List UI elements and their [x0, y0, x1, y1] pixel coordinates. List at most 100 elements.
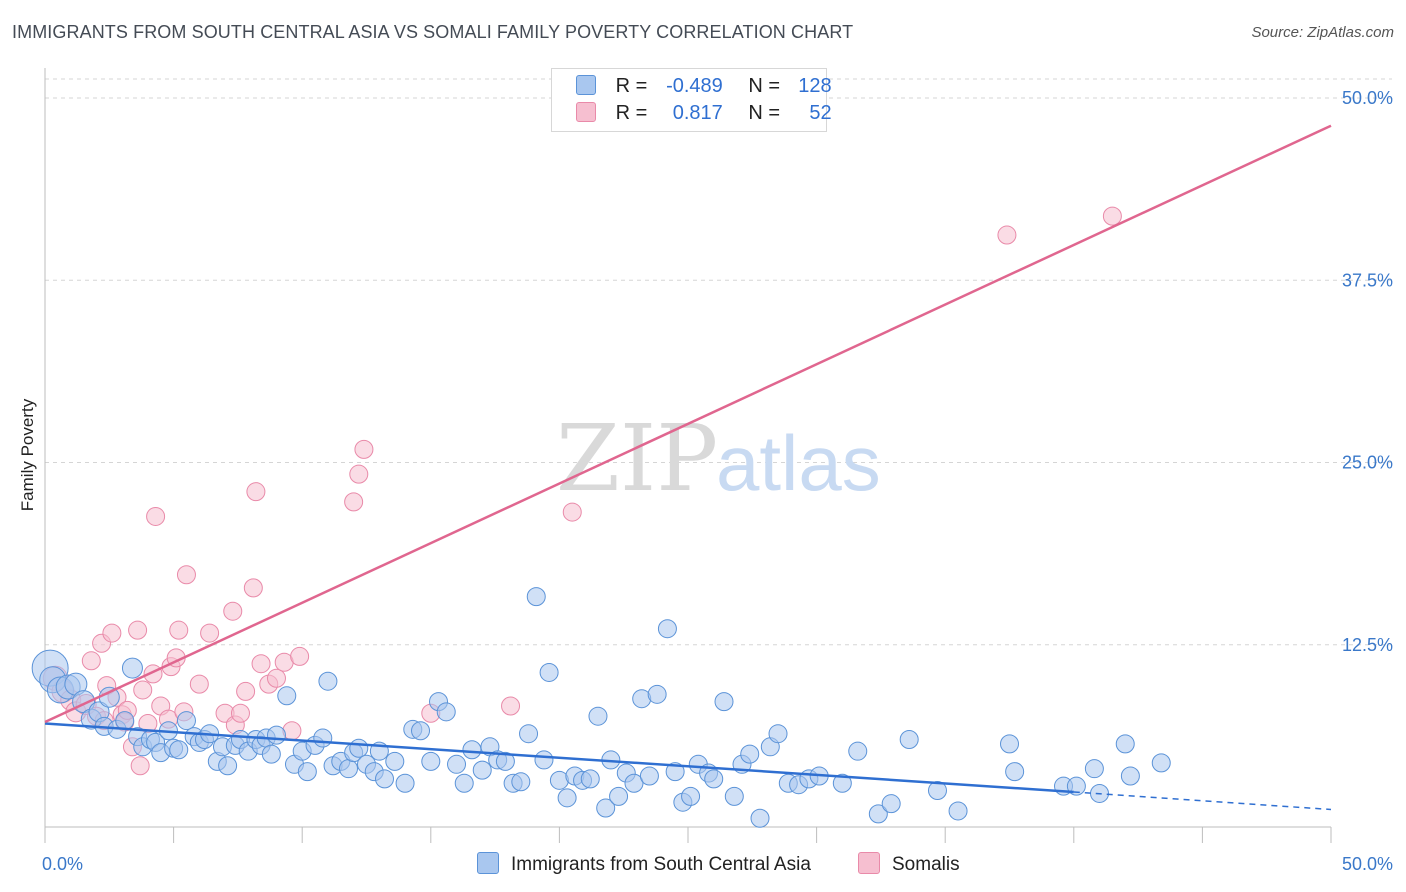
trend-line-somalis: [44, 124, 1332, 724]
data-point: [169, 740, 189, 760]
legend-swatch-blue: [576, 75, 596, 95]
data-point: [740, 744, 760, 764]
series-immigrants-points: [31, 587, 1171, 828]
data-point: [290, 646, 310, 666]
data-point: [169, 620, 189, 640]
legend-n-label: N =: [748, 75, 781, 97]
legend-n-value: 52: [809, 102, 832, 124]
x-tick-label: 50.0%: [1342, 854, 1393, 874]
data-point: [948, 801, 968, 821]
data-point: [868, 804, 888, 824]
data-point: [768, 724, 788, 744]
data-point: [1120, 766, 1140, 786]
data-point: [750, 808, 770, 828]
trend-lines: [44, 124, 1332, 811]
trend-line-immigrants: [44, 722, 1074, 794]
data-point: [848, 741, 868, 761]
data-point: [243, 578, 263, 598]
data-point: [447, 754, 467, 774]
bottom-legend-swatch-blue: [477, 852, 499, 874]
trend-line-immigrants-extension: [1073, 791, 1332, 811]
data-point: [313, 728, 333, 748]
data-point: [596, 798, 616, 818]
data-point: [714, 692, 734, 712]
data-point: [395, 773, 415, 793]
data-point: [102, 623, 122, 643]
data-point: [130, 756, 150, 776]
x-tick-label: 0.0%: [42, 854, 83, 874]
data-point: [421, 751, 441, 771]
data-point: [454, 773, 474, 793]
data-point: [266, 725, 286, 745]
legend-swatch-pink: [576, 102, 596, 122]
data-point: [1084, 759, 1104, 779]
data-point: [218, 756, 238, 776]
data-point: [624, 773, 644, 793]
data-point: [349, 738, 369, 758]
axes: [44, 68, 1332, 843]
x-tick-labels: 0.0% 50.0%: [42, 854, 1393, 874]
data-point: [647, 684, 667, 704]
data-point: [526, 587, 546, 607]
data-point: [495, 751, 515, 771]
data-point: [318, 671, 338, 691]
data-point: [385, 751, 405, 771]
data-point: [338, 759, 358, 779]
data-point: [639, 766, 659, 786]
data-point: [1000, 734, 1019, 754]
data-point: [1005, 762, 1025, 782]
data-point: [266, 668, 286, 688]
data-point: [657, 619, 677, 639]
bottom-legend-label: Somalis: [892, 854, 960, 875]
y-tick-label: 37.5%: [1342, 270, 1393, 290]
bottom-legend-immigrants: Immigrants from South Central Asia: [477, 852, 811, 876]
watermark-atlas: atlas: [716, 419, 881, 507]
data-point: [297, 762, 317, 782]
data-point: [724, 786, 744, 806]
data-point: [349, 464, 369, 484]
data-point: [609, 786, 629, 806]
data-point: [501, 696, 521, 716]
data-point: [472, 760, 492, 780]
data-point: [1115, 734, 1135, 754]
data-point: [176, 565, 196, 585]
data-point: [375, 769, 395, 789]
source-label: Source: ZipAtlas.com: [1251, 24, 1394, 41]
data-point: [899, 730, 919, 750]
data-point: [115, 711, 135, 731]
chart-title: IMMIGRANTS FROM SOUTH CENTRAL ASIA VS SO…: [12, 22, 854, 42]
data-point: [121, 657, 143, 679]
data-point: [251, 654, 271, 674]
data-point: [665, 762, 685, 782]
data-point: [519, 724, 539, 744]
data-point: [344, 492, 364, 512]
data-point: [189, 674, 209, 694]
data-point: [146, 506, 166, 526]
data-point: [223, 601, 243, 621]
data-point: [230, 703, 250, 723]
y-tick-label: 25.0%: [1342, 453, 1393, 473]
data-point: [832, 773, 852, 793]
data-point: [1151, 753, 1171, 773]
data-point: [997, 225, 1017, 245]
data-point: [354, 439, 374, 459]
legend-n-value: 128: [798, 75, 832, 97]
data-point: [681, 786, 701, 806]
bottom-legend-label: Immigrants from South Central Asia: [511, 854, 811, 875]
data-point: [557, 788, 577, 808]
data-point: [236, 681, 256, 701]
data-point: [511, 772, 531, 792]
y-tick-labels: 12.5% 25.0% 37.5% 50.0%: [1342, 88, 1393, 655]
data-point: [562, 502, 582, 522]
y-tick-label: 12.5%: [1342, 635, 1393, 655]
legend-row-somalis: R = 0.817 N = 52: [576, 102, 832, 126]
data-point: [277, 686, 297, 706]
data-point: [881, 794, 901, 814]
data-point: [1102, 206, 1122, 226]
data-point: [580, 769, 600, 789]
data-point: [436, 702, 456, 722]
watermark: ZIP atlas: [556, 405, 881, 512]
data-point: [588, 706, 608, 726]
y-tick-label: 50.0%: [1342, 88, 1393, 108]
